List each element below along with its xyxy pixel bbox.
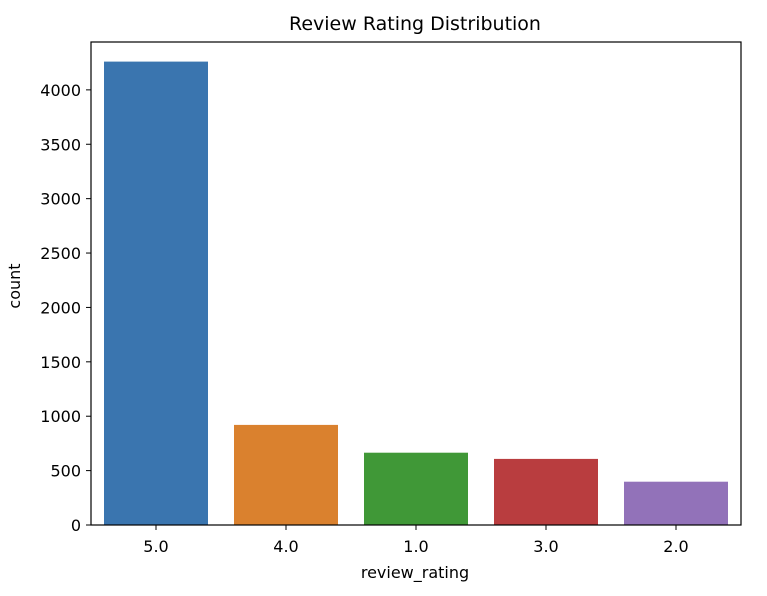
x-tick-label: 3.0 [533, 537, 558, 556]
x-tick-label: 5.0 [143, 537, 168, 556]
y-axis-ticks: 0 500 1000 1500 2000 2500 3000 3500 4000 [40, 81, 91, 535]
bar-1.0 [364, 452, 468, 525]
plot-frame [90, 41, 742, 526]
y-axis-title: count [5, 263, 24, 308]
y-tick-label: 1500 [40, 353, 81, 372]
y-tick-label: 500 [50, 462, 81, 481]
x-tick-label: 2.0 [663, 537, 688, 556]
y-tick-label: 2000 [40, 298, 81, 317]
bar-4.0 [234, 424, 338, 525]
y-tick-label: 3000 [40, 190, 81, 209]
bar-3.0 [494, 458, 598, 525]
y-tick-label: 2500 [40, 244, 81, 263]
y-tick-label: 4000 [40, 81, 81, 100]
y-tick-label: 1000 [40, 407, 81, 426]
bars-group [104, 61, 728, 525]
y-tick-label: 3500 [40, 135, 81, 154]
chart-title: Review Rating Distribution [289, 13, 541, 35]
bar-2.0 [624, 481, 728, 525]
bar-5.0 [104, 61, 208, 525]
x-tick-label: 1.0 [403, 537, 428, 556]
y-tick-label: 0 [71, 516, 81, 535]
x-axis-ticks: 5.0 4.0 1.0 3.0 2.0 [143, 525, 689, 556]
x-tick-label: 4.0 [273, 537, 298, 556]
x-axis-title: review_rating [361, 563, 469, 583]
